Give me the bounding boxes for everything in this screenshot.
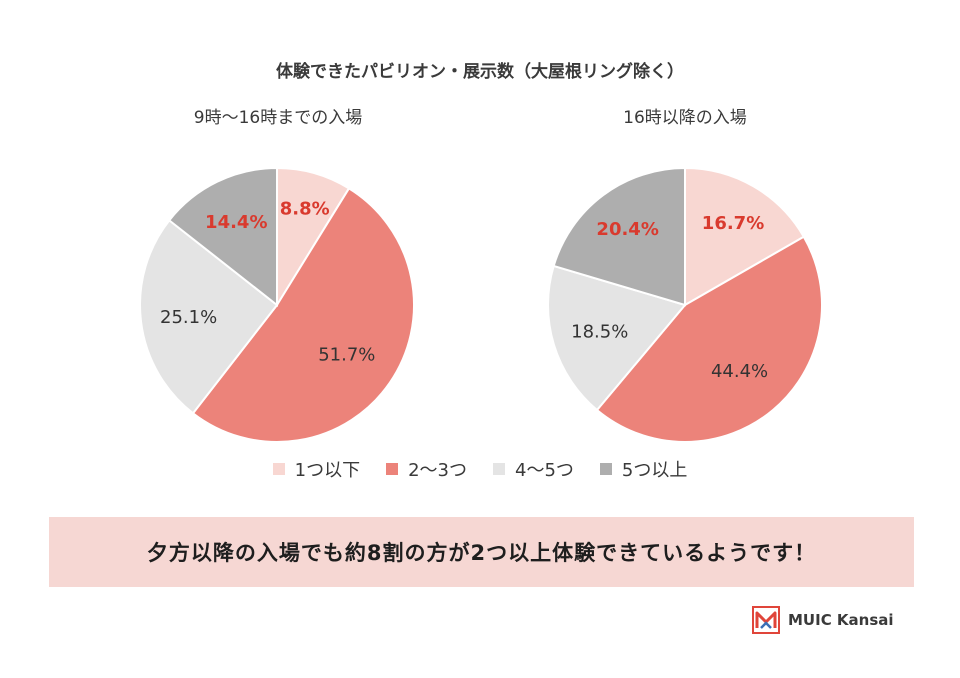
legend: 1つ以下 2〜3つ 4〜5つ 5つ以上 — [0, 456, 960, 482]
legend-label-4: 5つ以上 — [621, 460, 688, 481]
conclusion-banner: 夕方以降の入場でも約8割の方が2つ以上体験できているようです！ — [49, 517, 914, 587]
legend-label-1: 1つ以下 — [294, 460, 361, 481]
chart-2-title: 16時以降の入場 — [623, 108, 747, 128]
chart-1-title: 9時〜16時までの入場 — [193, 108, 363, 128]
legend-swatch-2 — [386, 463, 399, 475]
legend-label-2: 2〜3つ — [408, 460, 467, 481]
banner-text: 夕方以降の入場でも約8割の方が2つ以上体験できているようです！ — [146, 541, 817, 565]
chart-1-label-2: 51.7% — [318, 344, 375, 365]
chart-1-slice-3 — [139, 218, 279, 415]
chart-1-slice-2 — [191, 187, 415, 443]
legend-item-2: 2〜3つ — [386, 456, 467, 482]
chart-2-slice-2 — [595, 235, 823, 444]
legend-item-1: 1つ以下 — [272, 456, 361, 482]
chart-2-slice-1 — [684, 166, 806, 307]
chart-2-label-4: 20.4% — [596, 219, 658, 240]
legend-swatch-1 — [272, 463, 285, 475]
chart-1-label-1: 8.8% — [280, 198, 330, 219]
chart-1-label-4: 14.4% — [205, 212, 267, 233]
brand-name: MUIC Kansai — [788, 611, 894, 629]
chart-2-slice-3 — [547, 264, 687, 412]
chart-1-label-3: 25.1% — [160, 307, 217, 328]
legend-label-3: 4〜5つ — [515, 460, 574, 481]
chart-2-label-1: 16.7% — [702, 213, 764, 234]
chart-title: 体験できたパビリオン・展示数（大屋根リング除く） — [276, 62, 684, 82]
legend-swatch-3 — [493, 463, 505, 475]
chart-2-label-3: 18.5% — [571, 322, 628, 343]
chart-2-label-2: 44.4% — [711, 361, 768, 382]
legend-item-3: 4〜5つ — [493, 456, 574, 482]
brand: MUIC Kansai — [752, 605, 894, 635]
muic-logo-icon — [752, 606, 780, 634]
legend-item-4: 5つ以上 — [599, 456, 688, 482]
legend-swatch-4 — [599, 463, 612, 475]
chart-1-slice-4 — [167, 166, 278, 308]
chart-2-slice-4 — [552, 166, 686, 307]
